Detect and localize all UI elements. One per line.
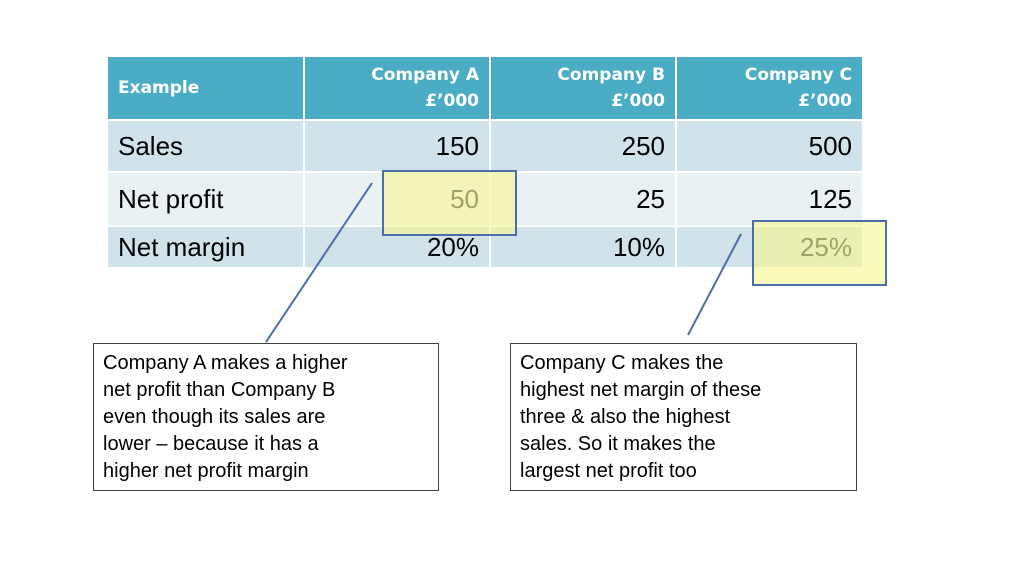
net-profit-company-b: 25	[490, 171, 677, 226]
callout-c-line: three & also the highest	[520, 406, 731, 428]
header-example-label: Example	[118, 78, 200, 98]
highlight-company-a-net-profit	[382, 170, 517, 236]
row-label-net-margin: Net margin	[108, 225, 305, 267]
row-label-sales: Sales	[108, 119, 305, 172]
header-company-a: Company A £’000	[304, 57, 491, 120]
callout-a-line: net profit than Company B	[103, 379, 336, 401]
sales-company-b: 250	[490, 119, 677, 172]
header-company-b: Company B £’000	[490, 57, 677, 120]
callout-company-c: Company C makes the highest net margin o…	[510, 343, 857, 491]
table-row-sales: Sales 150 250 500	[108, 119, 862, 172]
sales-company-a: 150	[304, 119, 491, 172]
callout-company-a: Company A makes a higher net profit than…	[93, 343, 439, 491]
callout-a-line: lower – because it has a	[103, 433, 319, 455]
callout-c-line: largest net profit too	[520, 460, 697, 482]
header-company-c: Company C £’000	[676, 57, 862, 120]
net-margin-company-b: 10%	[490, 225, 677, 267]
highlight-company-c-net-margin	[752, 220, 887, 286]
company-c-name: Company C	[744, 65, 852, 85]
callout-c-line: sales. So it makes the	[520, 433, 716, 455]
company-a-name: Company A	[371, 65, 479, 85]
row-label-net-profit: Net profit	[108, 171, 305, 226]
net-profit-company-c: 125	[676, 171, 862, 226]
company-c-unit: £’000	[798, 91, 852, 111]
company-a-unit: £’000	[425, 91, 479, 111]
company-b-unit: £’000	[611, 91, 665, 111]
callout-a-line: Company A makes a higher	[103, 352, 348, 374]
header-example: Example	[108, 57, 305, 120]
callout-c-line: Company C makes the	[520, 352, 724, 374]
company-b-name: Company B	[557, 65, 665, 85]
callout-a-line: even though its sales are	[103, 406, 326, 428]
callout-a-line: higher net profit margin	[103, 460, 309, 482]
table-header-row: Example Company A £’000 Company B £’000 …	[108, 57, 862, 120]
callout-c-line: highest net margin of these	[520, 379, 762, 401]
sales-company-c: 500	[676, 119, 862, 172]
